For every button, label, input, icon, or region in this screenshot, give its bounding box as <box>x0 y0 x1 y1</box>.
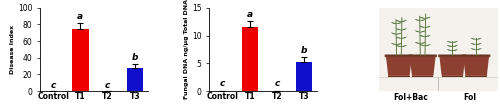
Polygon shape <box>396 20 402 22</box>
Polygon shape <box>388 76 409 77</box>
Polygon shape <box>476 43 482 45</box>
Polygon shape <box>463 55 489 76</box>
FancyBboxPatch shape <box>438 55 466 57</box>
Polygon shape <box>471 43 476 45</box>
Polygon shape <box>425 44 430 46</box>
Bar <box>72 29 88 91</box>
Polygon shape <box>412 76 434 77</box>
Polygon shape <box>420 31 426 32</box>
Polygon shape <box>415 42 420 44</box>
Polygon shape <box>442 76 463 77</box>
Polygon shape <box>415 31 420 32</box>
Text: C: C <box>366 0 376 1</box>
Text: c: c <box>220 79 225 88</box>
Polygon shape <box>420 17 425 19</box>
Polygon shape <box>440 55 465 56</box>
Polygon shape <box>420 44 425 46</box>
Bar <box>126 68 143 91</box>
Polygon shape <box>391 43 396 45</box>
Polygon shape <box>391 22 396 24</box>
Text: c: c <box>105 80 110 89</box>
Polygon shape <box>396 37 402 39</box>
Text: b: b <box>301 46 308 55</box>
Polygon shape <box>471 48 476 50</box>
Polygon shape <box>410 55 435 56</box>
Polygon shape <box>386 55 412 76</box>
Polygon shape <box>471 38 476 40</box>
Polygon shape <box>476 48 482 50</box>
Polygon shape <box>420 19 426 21</box>
Y-axis label: Disease Index: Disease Index <box>10 25 15 74</box>
Text: Fol+Bac: Fol+Bac <box>394 93 428 102</box>
Bar <box>242 27 258 91</box>
Text: Fol: Fol <box>464 93 476 102</box>
Polygon shape <box>425 17 430 19</box>
Text: B: B <box>182 0 192 1</box>
Polygon shape <box>402 37 406 39</box>
Polygon shape <box>410 55 436 76</box>
Polygon shape <box>466 76 487 77</box>
Polygon shape <box>391 33 396 34</box>
Polygon shape <box>420 26 425 28</box>
Text: a: a <box>246 10 253 19</box>
Text: b: b <box>132 53 138 62</box>
Polygon shape <box>415 19 420 21</box>
Polygon shape <box>476 38 482 40</box>
Text: c: c <box>274 79 280 88</box>
Polygon shape <box>447 49 452 51</box>
Polygon shape <box>420 42 426 44</box>
Polygon shape <box>396 45 402 47</box>
Polygon shape <box>464 55 488 56</box>
Polygon shape <box>420 35 425 37</box>
Polygon shape <box>425 35 430 37</box>
Text: a: a <box>78 12 84 21</box>
FancyBboxPatch shape <box>384 55 413 57</box>
Bar <box>296 62 312 91</box>
Text: A: A <box>12 0 22 1</box>
Polygon shape <box>402 29 406 30</box>
Polygon shape <box>440 55 466 76</box>
Polygon shape <box>447 45 452 47</box>
Polygon shape <box>396 22 402 24</box>
FancyBboxPatch shape <box>462 55 490 57</box>
Polygon shape <box>452 49 458 51</box>
Y-axis label: Fungal DNA ng/μg Total DNA: Fungal DNA ng/μg Total DNA <box>184 0 190 99</box>
Polygon shape <box>396 43 402 45</box>
Polygon shape <box>447 41 452 43</box>
Polygon shape <box>396 29 402 30</box>
Polygon shape <box>402 20 406 22</box>
Polygon shape <box>425 26 430 28</box>
Polygon shape <box>396 33 402 34</box>
Polygon shape <box>452 45 458 47</box>
Polygon shape <box>452 41 458 43</box>
Polygon shape <box>402 45 406 47</box>
Polygon shape <box>386 55 411 56</box>
Text: c: c <box>50 80 56 89</box>
FancyBboxPatch shape <box>408 55 437 57</box>
FancyBboxPatch shape <box>378 8 498 91</box>
